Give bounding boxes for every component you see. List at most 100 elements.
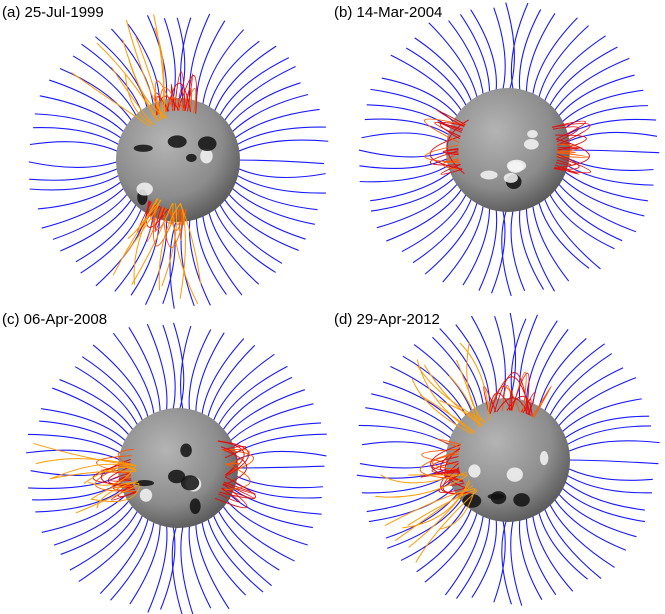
panel (26, 322, 327, 614)
open-line (459, 342, 491, 421)
field-line (510, 318, 527, 405)
field-line (471, 514, 497, 598)
closed-loop (184, 88, 197, 114)
field-line (231, 450, 327, 463)
field-line (59, 68, 135, 126)
field-line (29, 171, 124, 191)
field-line (560, 478, 645, 511)
spot (513, 493, 530, 507)
open-line (179, 203, 202, 285)
field-line (200, 338, 245, 420)
panel (358, 2, 660, 297)
field-line (455, 324, 491, 408)
open-line (161, 203, 178, 287)
field-line (537, 507, 588, 580)
open-line (402, 479, 470, 529)
open-line (417, 365, 487, 423)
field-line (92, 344, 150, 423)
panel-label: (b) 14-Mar-2004 (334, 4, 442, 21)
closed-loop (488, 392, 512, 415)
closed-loop (154, 206, 166, 233)
field-line (232, 126, 327, 149)
closed-loop (220, 446, 238, 476)
field-line (195, 212, 227, 295)
field-line (28, 159, 123, 168)
field-line (127, 23, 161, 108)
spot (186, 153, 197, 162)
field-line (27, 433, 126, 457)
closed-loop (552, 126, 579, 143)
field-line (525, 202, 556, 292)
closed-loop (551, 123, 591, 146)
closed-loop (431, 460, 461, 474)
field-line (562, 118, 657, 139)
open-line (153, 27, 165, 121)
field-line (176, 17, 186, 105)
closed-loop (443, 158, 460, 164)
open-line (122, 39, 160, 122)
spot (503, 173, 518, 183)
field-line (442, 200, 485, 283)
closed-loop (421, 448, 460, 466)
field-line (554, 179, 637, 233)
spot (468, 464, 481, 478)
closed-loop (218, 487, 241, 503)
field-line (162, 324, 176, 415)
field-line (459, 14, 491, 98)
field-line (557, 173, 645, 217)
field-line (219, 501, 295, 562)
field-line (195, 20, 226, 108)
field-line (172, 322, 185, 415)
spot (200, 148, 213, 164)
closed-loop (222, 445, 246, 459)
closed-loop (110, 472, 132, 482)
field-line (35, 485, 128, 513)
field-line (501, 205, 512, 297)
closed-loop (430, 444, 464, 482)
field-line (52, 387, 133, 440)
field-line (40, 408, 130, 445)
field-line (211, 353, 275, 426)
field-line (546, 499, 615, 568)
field-line (510, 2, 529, 95)
field-line (26, 449, 125, 463)
field-line (215, 365, 288, 431)
field-line (551, 494, 627, 551)
field-line (542, 343, 605, 417)
field-line (212, 203, 276, 273)
open-line (131, 202, 173, 285)
field-line (562, 425, 652, 449)
panel (28, 13, 329, 309)
closed-loop (169, 208, 187, 225)
field-line (563, 465, 653, 481)
open-line (35, 458, 137, 466)
field-line (376, 179, 462, 229)
closed-loop (92, 461, 134, 486)
field-line (114, 210, 155, 292)
spot (487, 493, 505, 500)
closed-loop (177, 75, 198, 114)
field-line (95, 36, 149, 113)
field-line (32, 479, 126, 501)
field-line (228, 485, 322, 515)
spot (189, 498, 201, 514)
field-line (226, 403, 314, 445)
field-line (370, 88, 459, 127)
field-line (563, 131, 658, 145)
field-line (110, 516, 156, 601)
field-line (444, 510, 485, 596)
field-line (491, 205, 506, 294)
spot (180, 475, 200, 491)
field-line (542, 193, 601, 270)
open-line (127, 198, 159, 239)
field-line (359, 161, 454, 183)
field-line (60, 501, 137, 555)
field-line (551, 184, 623, 242)
field-line (75, 199, 140, 263)
closed-loop (508, 387, 513, 411)
spot (462, 494, 482, 508)
spot (507, 161, 524, 173)
closed-loop (173, 71, 186, 111)
field-line (390, 54, 465, 116)
